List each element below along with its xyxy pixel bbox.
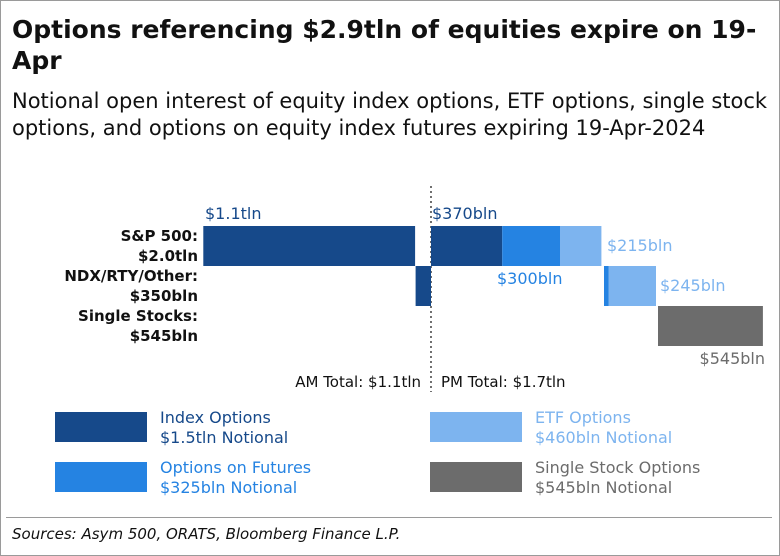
source-separator	[6, 517, 772, 518]
bar-segment-5	[604, 266, 609, 306]
pm-total-label: PM Total: $1.7tln	[441, 373, 566, 391]
data-label-2: $300bln	[497, 269, 562, 288]
legend-swatch-0	[55, 412, 147, 442]
data-label-4: $245bln	[660, 276, 725, 295]
category-label-1: NDX/RTY/Other: $350bln	[64, 267, 198, 305]
legend-detail-1: $460bln Notional	[535, 428, 672, 447]
data-label-3: $215bln	[607, 236, 672, 255]
legend-swatch-1	[430, 412, 522, 442]
data-label-1: $370bln	[432, 204, 497, 223]
bar-segment-3	[560, 226, 602, 266]
legend-label-2: Options on Futures	[160, 458, 311, 477]
legend-detail-2: $325bln Notional	[160, 478, 297, 497]
source-note: Sources: Asym 500, ORATS, Bloomberg Fina…	[12, 525, 401, 543]
legend-label-0: Index Options	[160, 408, 271, 427]
legend-swatch-3	[430, 462, 522, 492]
bar-segment-1	[431, 226, 503, 266]
bar-segment-4	[415, 266, 431, 306]
chart-subtitle: Notional open interest of equity index o…	[12, 89, 768, 140]
legend-detail-0: $1.5tln Notional	[160, 428, 288, 447]
legend-label-3: Single Stock Options	[535, 458, 700, 477]
am-total-label: AM Total: $1.1tln	[295, 373, 421, 391]
legend-label-1: ETF Options	[535, 408, 631, 427]
category-label-2: Single Stocks: $545bln	[78, 307, 198, 345]
legend-detail-3: $545bln Notional	[535, 478, 672, 497]
chart-title: Options referencing $2.9tln of equities …	[12, 15, 757, 75]
data-label-5: $545bln	[700, 349, 765, 368]
bar-segment-0	[203, 226, 416, 266]
bar-segment-6	[608, 266, 656, 306]
legend-swatch-2	[55, 462, 147, 492]
bar-segment-7	[658, 306, 763, 346]
category-label-0: S&P 500: $2.0tln	[121, 227, 198, 265]
bar-segment-2	[502, 226, 560, 266]
data-label-0: $1.1tln	[205, 204, 261, 223]
